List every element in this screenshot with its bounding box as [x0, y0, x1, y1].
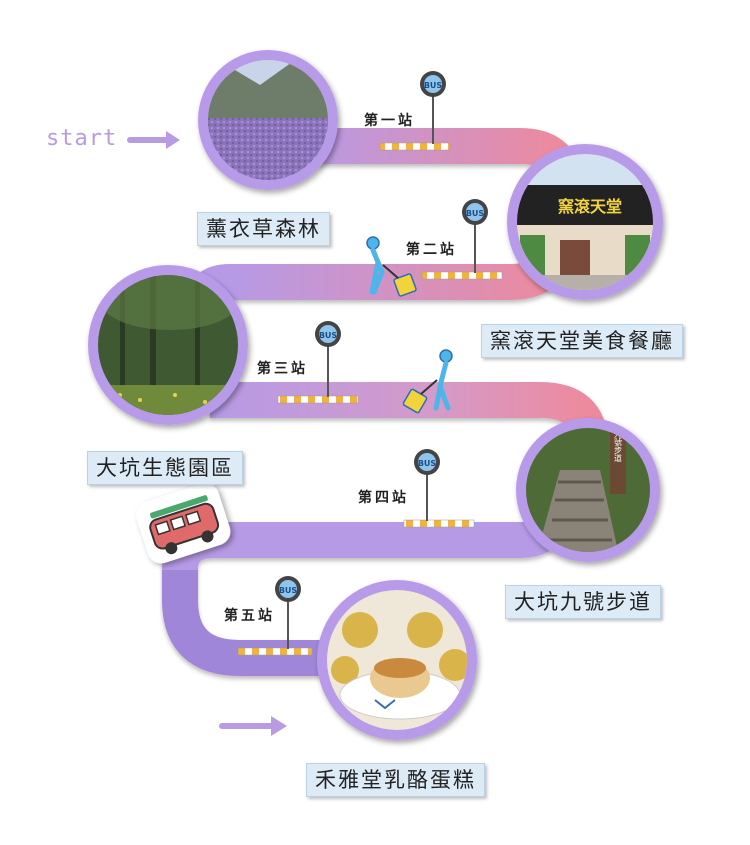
traveler-icon-1 — [366, 236, 417, 297]
bus-sign-4: BUS — [414, 449, 440, 521]
start-label: start — [46, 126, 118, 151]
place-label-trail-9: 大坑九號步道 — [505, 585, 661, 619]
place-label-restaurant: 窯滾天堂美食餐廳 — [481, 324, 683, 358]
van-icon — [136, 483, 231, 564]
stop-label-5: 第五站 — [224, 608, 275, 624]
trail-sign-text: 九號步道 — [614, 430, 623, 463]
bus-sign-2: BUS — [462, 199, 488, 273]
bus-sign-text: BUS — [424, 81, 443, 90]
photo-cheesecake — [317, 580, 477, 740]
photo-trail-9: 九號步道 — [516, 418, 660, 562]
place-label-lavender-forest: 薰衣草森林 — [197, 212, 330, 246]
start-arrow — [127, 131, 180, 149]
stop-label-1: 第一站 — [364, 113, 415, 129]
stop-label-4: 第四站 — [358, 490, 409, 506]
end-arrow — [219, 716, 287, 736]
photo-lavender-forest — [198, 50, 338, 190]
place-label-ecological-park: 大坑生態園區 — [87, 451, 243, 485]
bus-sign-1: BUS — [420, 71, 446, 144]
bus-sign-3: BUS — [315, 321, 341, 397]
traveler-icon-2 — [402, 349, 453, 414]
bus-sign-text: BUS — [319, 331, 338, 340]
photo-ecological-park — [88, 265, 248, 425]
bus-sign-text: BUS — [466, 209, 485, 218]
stop-platforms — [237, 142, 503, 656]
stop-label-2: 第二站 — [406, 242, 457, 258]
bus-sign-text: BUS — [418, 459, 437, 468]
place-label-cheesecake: 禾雅堂乳酪蛋糕 — [306, 763, 485, 797]
restaurant-sign-text: 窯滾天堂 — [558, 197, 622, 216]
stop-label-3: 第三站 — [257, 361, 308, 377]
bus-sign-text: BUS — [279, 586, 298, 595]
bus-sign-5: BUS — [275, 576, 301, 649]
photo-restaurant: 窯滾天堂 — [507, 144, 663, 300]
